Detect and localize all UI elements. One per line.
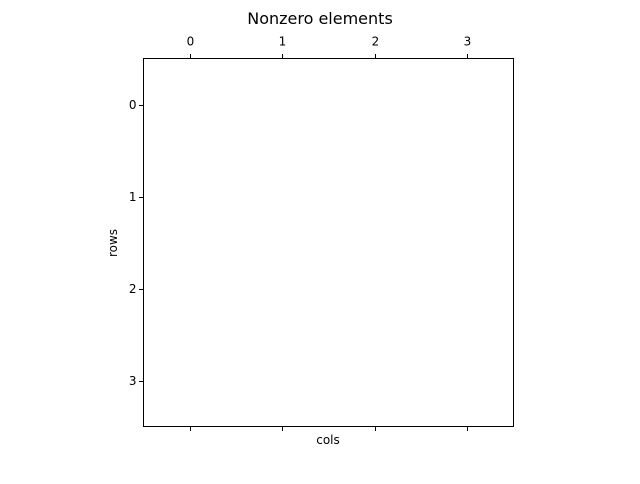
- y-tick-label: 0: [129, 98, 137, 112]
- x-tick-label: 2: [372, 35, 380, 49]
- x-tick-label: 3: [464, 35, 472, 49]
- y-axis-label: rows: [106, 229, 120, 257]
- chart-title: Nonzero elements: [247, 9, 393, 28]
- plot-frame: [143, 58, 514, 427]
- y-tick-label: 1: [129, 190, 137, 204]
- x-axis-bottom: [190, 426, 468, 431]
- x-axis-top: 0 1 2 3: [187, 35, 472, 59]
- x-tick-label: 1: [279, 35, 287, 49]
- y-tick-label: 3: [129, 374, 137, 388]
- y-axis: 0 1 2 3: [129, 98, 144, 388]
- x-tick-label: 0: [187, 35, 195, 49]
- y-tick-label: 2: [129, 282, 137, 296]
- x-axis-label: cols: [316, 433, 340, 447]
